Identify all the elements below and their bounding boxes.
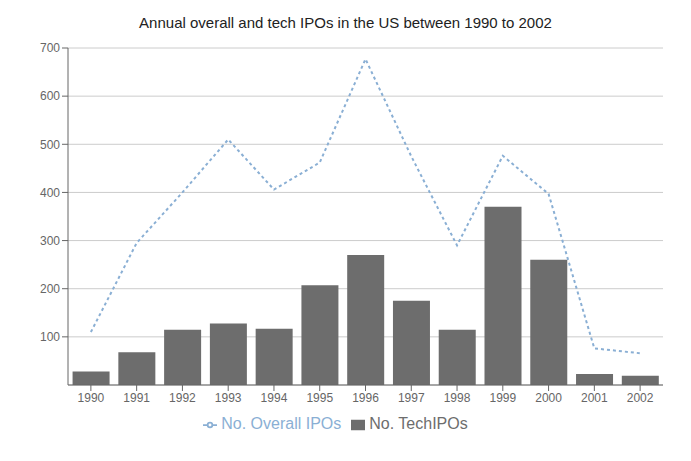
svg-text:300: 300 [40,234,60,248]
svg-text:200: 200 [40,282,60,296]
svg-text:100: 100 [40,330,60,344]
html-text:Annual overall and tech IPOs i: Annual overall and tech IPOs in the US b… [139,14,552,31]
svg-text:700: 700 [40,41,60,55]
svg-text:2002: 2002 [627,391,654,405]
svg-text:2001: 2001 [581,391,608,405]
svg-text:600: 600 [40,89,60,103]
svg-text:1991: 1991 [123,391,150,405]
html-text:No. TechIPOs: No. TechIPOs [369,415,468,432]
svg-text:1999: 1999 [489,391,516,405]
svg-text:1993: 1993 [215,391,242,405]
svg-text:500: 500 [40,138,60,152]
svg-text:1997: 1997 [398,391,425,405]
svg-text:1992: 1992 [169,391,196,405]
html-text:No. Overall IPOs: No. Overall IPOs [221,415,342,432]
svg-text:1990: 1990 [78,391,105,405]
svg-text:1995: 1995 [306,391,333,405]
svg-text:1998: 1998 [444,391,471,405]
svg-text:2000: 2000 [535,391,562,405]
svg-text:1996: 1996 [352,391,379,405]
svg-text:1994: 1994 [261,391,288,405]
svg-text:400: 400 [40,186,60,200]
